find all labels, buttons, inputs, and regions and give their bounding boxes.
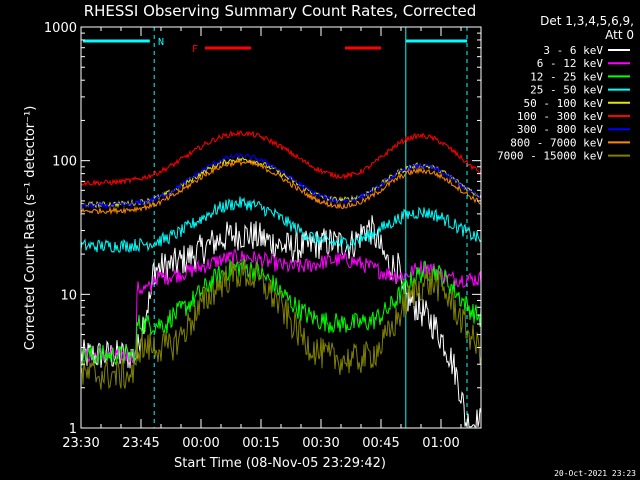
legend-entry-label: 800 - 7000 keV	[510, 136, 603, 149]
x-tick-label: 01:00	[422, 436, 459, 451]
y-axis-label: Corrected Count Rate (s⁻¹ detector⁻¹)	[23, 106, 38, 351]
series-line-3	[80, 196, 482, 254]
legend-header-line1: Det 1,3,4,5,6,9,	[540, 14, 634, 28]
x-tick-label: 00:00	[182, 436, 219, 451]
x-tick-label: 23:45	[122, 436, 159, 451]
x-tick-label: 23:30	[62, 436, 99, 451]
series-line-6	[80, 153, 482, 211]
axes: 1 10 100 1000 23:30 23:45 00:00 00:15 00:30 00:45…	[44, 21, 482, 451]
legend-entry-label: 3 - 6 keV	[543, 44, 603, 57]
footer-date: 20-Oct-2021 23:23	[554, 469, 636, 478]
series-line-8	[80, 259, 482, 390]
series-line-4	[80, 156, 482, 209]
plot-area: NF	[80, 27, 482, 428]
legend-entry-label: 25 - 50 keV	[530, 84, 603, 97]
series-line-5	[80, 129, 482, 187]
y-tick-label: 1	[69, 422, 77, 437]
legend-entry-label: 50 - 100 keV	[524, 97, 604, 110]
x-axis-label: Start Time (08-Nov-05 23:29:42)	[174, 456, 386, 471]
y-tick-label: 10	[60, 288, 77, 303]
legend-entry-label: 6 - 12 keV	[537, 57, 604, 70]
y-tick-label: 1000	[44, 21, 77, 36]
series-line-2	[80, 258, 482, 367]
flare-marker-label: F	[192, 44, 198, 55]
chart-title: RHESSI Observing Summary Count Rates, Co…	[84, 2, 477, 20]
legend-entry-label: 300 - 800 keV	[517, 123, 603, 136]
legend-header-line2: Att 0	[605, 28, 634, 42]
x-tick-label: 00:45	[362, 436, 399, 451]
series-line-0	[80, 215, 482, 428]
y-tick-label: 100	[52, 155, 77, 170]
night-marker-label: N	[158, 37, 164, 48]
legend-entry-label: 12 - 25 keV	[530, 70, 603, 83]
legend-entry-label: 100 - 300 keV	[517, 110, 603, 123]
x-tick-label: 00:15	[242, 436, 279, 451]
plot-frame	[80, 26, 482, 429]
series-line-7	[80, 158, 482, 216]
legend-entry-label: 7000 - 15000 keV	[497, 150, 603, 163]
x-tick-label: 00:30	[302, 436, 339, 451]
series-line-1	[80, 248, 482, 364]
